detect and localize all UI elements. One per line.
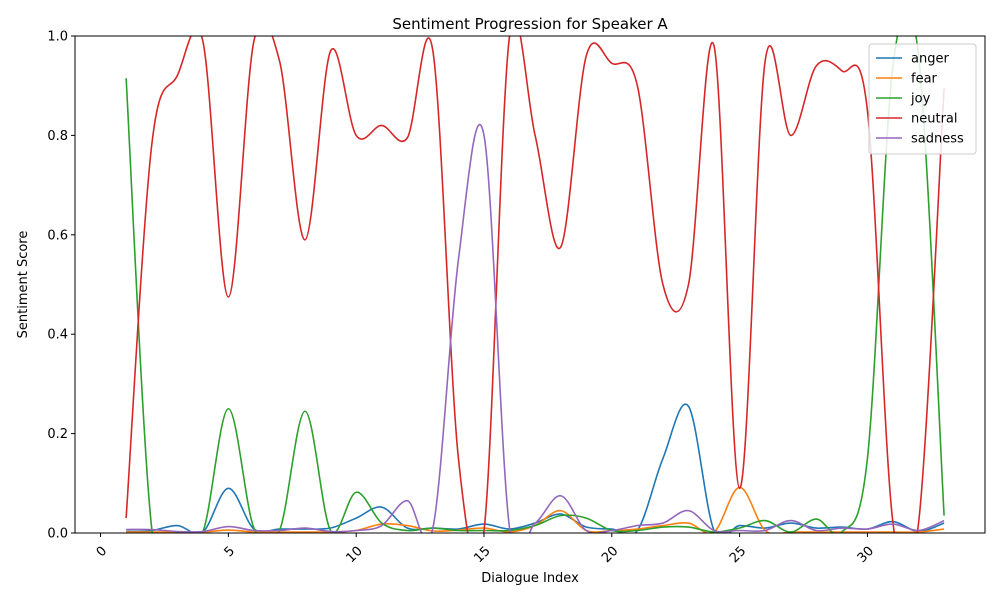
legend-label-sadness: sadness bbox=[911, 132, 964, 147]
legend: anger fear joy neutral sadness bbox=[868, 43, 977, 155]
y-tick-label: 0.8 bbox=[47, 129, 68, 144]
chart-title: Sentiment Progression for Speaker A bbox=[392, 15, 668, 33]
y-axis: 0.0 0.2 0.4 0.6 0.8 1.0 bbox=[47, 30, 75, 542]
y-axis-title: Sentiment Score bbox=[16, 231, 31, 339]
series-line-neutral bbox=[125, 36, 945, 533]
legend-label-anger: anger bbox=[911, 52, 949, 67]
y-tick-label: 0.2 bbox=[47, 427, 68, 442]
y-tick-label: 1.0 bbox=[47, 30, 68, 45]
y-tick-label: 0.6 bbox=[47, 228, 68, 243]
y-tick-label: 0.0 bbox=[47, 527, 68, 542]
legend-label-fear: fear bbox=[911, 72, 938, 87]
x-axis-title: Dialogue Index bbox=[481, 571, 579, 586]
y-tick-label: 0.4 bbox=[47, 328, 68, 343]
plot-frame bbox=[74, 35, 986, 534]
series-line-joy bbox=[125, 36, 945, 533]
legend-label-neutral: neutral bbox=[911, 112, 958, 127]
legend-label-joy: joy bbox=[910, 92, 931, 107]
plot-area bbox=[125, 36, 945, 533]
legend-box bbox=[868, 43, 977, 155]
series-line-sadness bbox=[126, 124, 945, 533]
